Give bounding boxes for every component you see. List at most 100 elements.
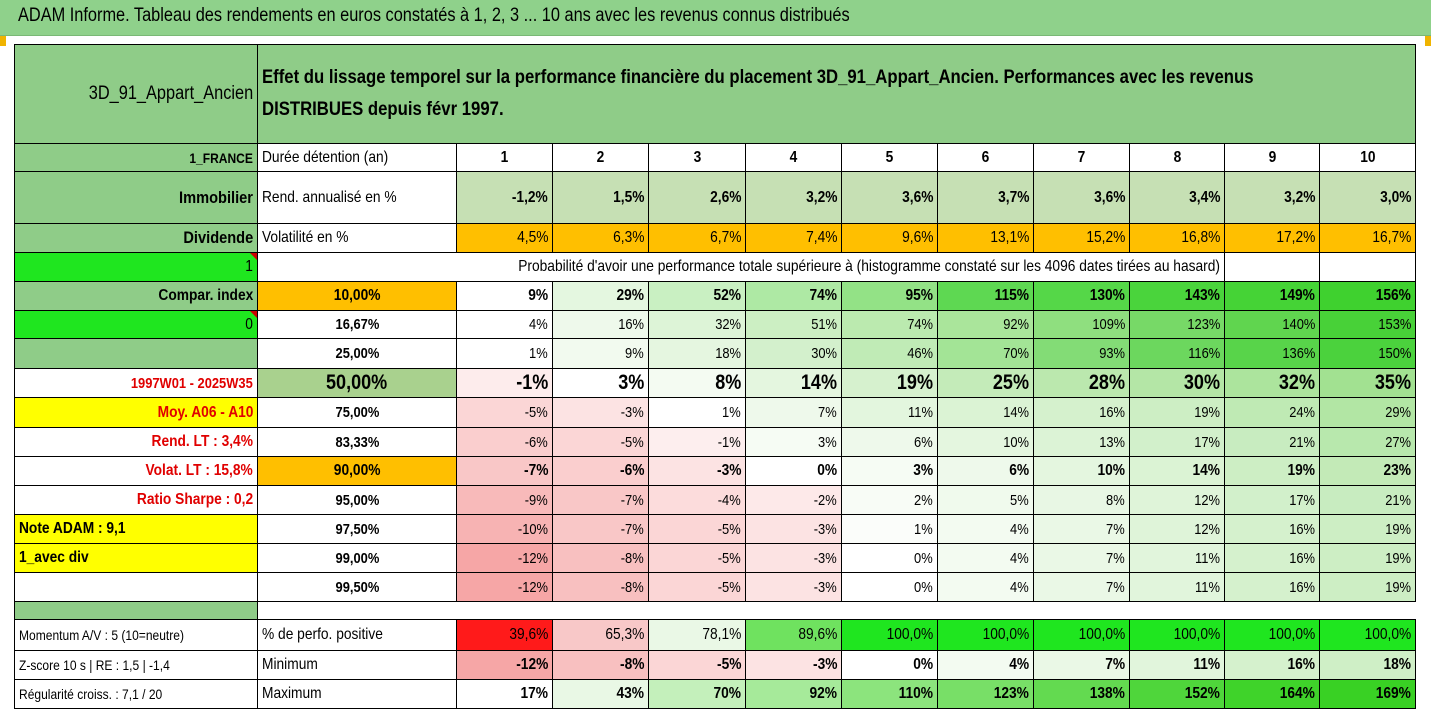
row-label-momentum-text: Momentum A/V : 5 (10=neutre) xyxy=(19,627,184,643)
cell-min-year-4-text: -3% xyxy=(812,656,837,673)
cell-p99-year-6: 4% xyxy=(938,544,1034,573)
cell-p25-year-6-text: 70% xyxy=(1003,345,1029,362)
cell-rend-year-6-text: 3,7% xyxy=(997,188,1029,206)
cell-p99-year-1: -12% xyxy=(457,544,553,573)
cell-volat-year-3: 6,7% xyxy=(649,224,746,253)
cell-max-year-4: 92% xyxy=(746,680,842,709)
cell-p95-year-7-text: 8% xyxy=(1106,491,1125,509)
cell-p90-year-8-text: 14% xyxy=(1192,462,1220,479)
probability-caption-text: Probabilité d'avoir une performance tota… xyxy=(518,258,1220,275)
cell-p8333-year-5-text: 6% xyxy=(914,433,933,451)
cell-p8333-year-4-text: 3% xyxy=(818,433,837,451)
cell-momentum-year-7-text: 100,0% xyxy=(1078,626,1125,643)
row-label-p50-text: 1997W01 - 2025W35 xyxy=(131,374,253,392)
cell-volat-year-6: 13,1% xyxy=(938,224,1034,253)
cell-momentum-year-3-text: 78,1% xyxy=(701,626,741,643)
cell-p25-year-5-text: 46% xyxy=(907,345,933,362)
cell-p8333-year-10: 27% xyxy=(1320,428,1416,457)
cell-p995-year-1-text: -12% xyxy=(517,578,548,596)
cell-duree-year-1-text: 1 xyxy=(500,148,509,166)
cell-p8333-year-9: 21% xyxy=(1225,428,1320,457)
cell-p95-year-8: 12% xyxy=(1130,486,1225,515)
cell-p95-year-9-text: 17% xyxy=(1289,491,1315,509)
cell-p90-year-6-text: 6% xyxy=(1009,462,1029,479)
cell-p10-year-7: 130% xyxy=(1034,282,1130,311)
cell-p1667-year-9-text: 140% xyxy=(1281,316,1315,333)
row-label-p10-text: Compar. index xyxy=(158,287,253,304)
cell-rend-year-5: 3,6% xyxy=(842,172,938,224)
cell-p90-year-6: 6% xyxy=(938,457,1034,486)
cell-p10-year-7-text: 130% xyxy=(1089,287,1125,304)
row-metric-volat-text: Volatilité en % xyxy=(262,229,349,246)
cell-p99-year-8: 11% xyxy=(1130,544,1225,573)
cell-p975-year-6-text: 4% xyxy=(1010,520,1029,538)
cell-p8333-year-7-text: 13% xyxy=(1099,433,1125,451)
cell-p8333-year-6: 10% xyxy=(938,428,1034,457)
cell-p25-year-1-text: 1% xyxy=(529,345,548,362)
cell-rend-year-10: 3,0% xyxy=(1320,172,1416,224)
row-label-duree-text: 1_FRANCE xyxy=(189,149,253,166)
cell-min-year-7-text: 7% xyxy=(1105,656,1125,673)
cell-p995-year-3: -5% xyxy=(649,573,746,602)
row-metric-p975: 97,50% xyxy=(258,515,457,544)
cell-min-year-1: -12% xyxy=(457,651,553,680)
cell-p995-year-6: 4% xyxy=(938,573,1034,602)
cell-volat-year-2-text: 6,3% xyxy=(612,229,644,246)
cell-p995-year-5: 0% xyxy=(842,573,938,602)
row-label-max: Régularité croiss. : 7,1 / 20 xyxy=(15,680,258,709)
cell-p50-year-5: 19% xyxy=(842,369,938,398)
row-label-max-text: Régularité croiss. : 7,1 / 20 xyxy=(19,686,163,702)
cell-momentum-year-1: 39,6% xyxy=(457,620,553,651)
cell-p975-year-1: -10% xyxy=(457,515,553,544)
cell-p95-year-3: -4% xyxy=(649,486,746,515)
row-label-p8333-text: Rend. LT : 3,4% xyxy=(151,433,253,450)
cell-p90-year-3-text: -3% xyxy=(716,462,741,479)
cell-p8333-year-4: 3% xyxy=(746,428,842,457)
cell-p10-year-9-text: 149% xyxy=(1279,287,1315,304)
row-metric-rend-text: Rend. annualisé en % xyxy=(262,188,397,206)
cell-p25-year-3-text: 18% xyxy=(715,345,741,362)
cell-p975-year-9: 16% xyxy=(1225,515,1320,544)
cell-p1667-year-2-text: 16% xyxy=(618,316,644,333)
cell-min-year-1-text: -12% xyxy=(515,656,548,673)
cell-p90-year-2: -6% xyxy=(553,457,649,486)
cell-p10-year-1-text: 9% xyxy=(528,287,548,304)
cell-p75-year-3-text: 1% xyxy=(722,404,741,421)
row-metric-p75-text: 75,00% xyxy=(335,404,379,421)
cell-min-year-10: 18% xyxy=(1320,651,1416,680)
cell-p99-year-2: -8% xyxy=(553,544,649,573)
cell-p99-year-7: 7% xyxy=(1034,544,1130,573)
row-metric-p25-text: 25,00% xyxy=(335,345,379,362)
cell-p975-year-8-text: 12% xyxy=(1194,520,1220,538)
row-metric-p8333-text: 83,33% xyxy=(335,433,379,451)
cell-p50-year-2: 3% xyxy=(553,369,649,398)
row-label-p975-text: Note ADAM : 9,1 xyxy=(19,520,126,537)
cell-p975-year-3-text: -5% xyxy=(718,520,741,538)
comment-marker-icon xyxy=(250,253,257,260)
empty-cell-10 xyxy=(1320,253,1416,282)
cell-p25-year-8: 116% xyxy=(1130,339,1225,369)
row-label-title-text: 3D_91_Appart_Ancien xyxy=(88,83,253,104)
cell-p8333-year-8: 17% xyxy=(1130,428,1225,457)
cell-p975-year-4-text: -3% xyxy=(814,520,837,538)
cell-p95-year-4-text: -2% xyxy=(814,491,837,509)
cell-p90-year-1: -7% xyxy=(457,457,553,486)
table-top-border xyxy=(14,44,1416,45)
row-metric-p75: 75,00% xyxy=(258,398,457,428)
cell-p10-year-6: 115% xyxy=(938,282,1034,311)
row-metric-min-text: Minimum xyxy=(262,656,318,673)
cell-p95-year-6: 5% xyxy=(938,486,1034,515)
cell-p75-year-7-text: 16% xyxy=(1099,404,1125,421)
row-label-title: 3D_91_Appart_Ancien xyxy=(15,45,258,144)
cell-p8333-year-1: -6% xyxy=(457,428,553,457)
cell-p995-year-10: 19% xyxy=(1320,573,1416,602)
empty-cell-9 xyxy=(1225,253,1320,282)
cell-p975-year-10-text: 19% xyxy=(1385,520,1411,538)
row-metric-p10-text: 10,00% xyxy=(333,287,381,304)
cell-p1667-year-4-text: 51% xyxy=(811,316,837,333)
cell-p10-year-5: 95% xyxy=(842,282,938,311)
cell-rend-year-9: 3,2% xyxy=(1225,172,1320,224)
cell-p25-year-2: 9% xyxy=(553,339,649,369)
cell-momentum-year-4: 89,6% xyxy=(746,620,842,651)
report-title: ADAM Informe. Tableau des rendements en … xyxy=(18,5,850,26)
